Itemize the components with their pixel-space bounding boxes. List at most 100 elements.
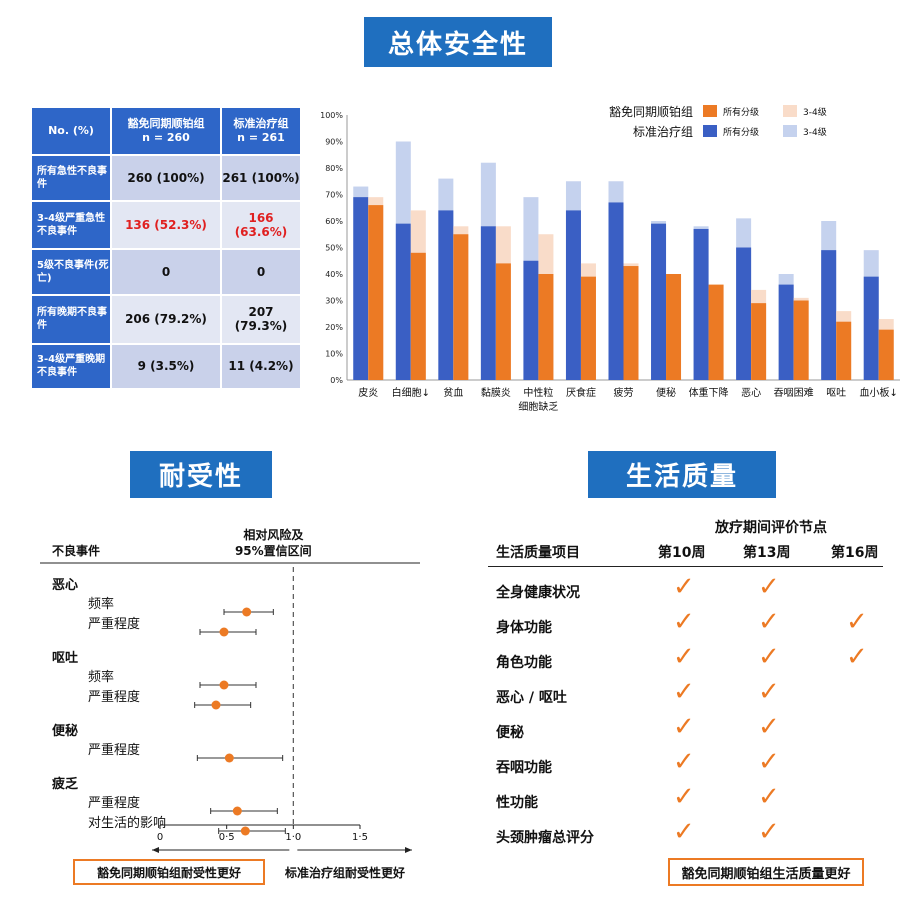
safety-table-header: No. (%) 豁免同期顺铂组 n = 260 标准治疗组 n = 261 <box>30 106 302 156</box>
qol-row-label: 便秘 <box>496 725 524 741</box>
bar-1 <box>693 228 709 380</box>
qol-header-rule <box>488 566 883 567</box>
bar-1 <box>438 210 454 380</box>
legend-label: 3-4级 <box>803 126 827 138</box>
bar-1 <box>608 202 624 380</box>
x-tick-label: 贫血 <box>443 386 463 399</box>
qol-col-item: 生活质量项目 <box>496 545 580 561</box>
bar-3 <box>495 263 511 380</box>
x-tick-label: 1·0 <box>285 832 301 843</box>
forest-group-label: 疲乏 <box>52 776 78 792</box>
y-tick-label: 90% <box>325 138 343 147</box>
left-label: 豁免同期顺铂组耐受性更好 <box>97 865 241 880</box>
x-tick-label: 呕吐 <box>826 387 846 399</box>
check-icon: ✓ <box>758 782 780 812</box>
bar-3 <box>410 252 426 380</box>
bar-3 <box>580 276 596 380</box>
bar-3 <box>793 300 809 380</box>
cell-group2: 261 (100%) <box>220 154 302 202</box>
qol-footer-label: 豁免同期顺铂组生活质量更好 <box>668 858 864 886</box>
safety-title: 总体安全性 <box>364 17 552 67</box>
cell-group1: 9 (3.5%) <box>110 342 222 390</box>
table-row: 3-4级严重急性不良事件 136 (52.3%) 166 (63.6%) <box>30 199 302 251</box>
x-tick-label: 细胞缺乏 <box>518 400 558 413</box>
qol-row-label: 吞咽功能 <box>496 760 552 776</box>
legend-swatch <box>703 125 717 137</box>
x-tick-label: 皮炎 <box>358 386 378 399</box>
cell-group2: 166 (63.6%) <box>220 199 302 251</box>
point-estimate <box>219 627 229 637</box>
bar-1 <box>863 276 879 380</box>
legend-label: 所有分级 <box>723 106 759 118</box>
check-icon: ✓ <box>673 782 695 812</box>
qol-col-3: 第16周 <box>831 545 879 561</box>
forest-group-label: 便秘 <box>52 723 78 739</box>
cell-group1: 260 (100%) <box>110 154 222 202</box>
qol-header-top: 放疗期间评价节点 <box>715 520 827 536</box>
tolerance-title: 耐受性 <box>130 451 272 498</box>
y-tick-label: 10% <box>325 350 343 359</box>
check-icon: ✓ <box>673 817 695 847</box>
forest-plot: 不良事件相对风险及95%置信区间恶心频率严重程度呕吐频率严重程度便秘严重程度疲乏… <box>40 527 420 885</box>
y-tick-label: 30% <box>325 297 343 306</box>
y-tick-label: 0% <box>330 376 343 385</box>
qol-row-label: 角色功能 <box>496 655 552 671</box>
row-label: 所有晚期不良事件 <box>30 293 112 345</box>
legend-group2: 标准治疗组 <box>633 125 693 139</box>
legend-swatch <box>783 105 797 117</box>
x-tick-label: 恶心 <box>741 387 761 399</box>
point-estimate <box>240 826 250 836</box>
check-icon: ✓ <box>673 712 695 742</box>
x-tick-label: 吞咽困难 <box>774 387 814 399</box>
forest-header-ci: 相对风险及 <box>243 527 304 542</box>
bar-1 <box>778 284 794 380</box>
bar-1 <box>480 226 496 380</box>
qol-row-label: 性功能 <box>496 795 538 811</box>
right-arrow-head <box>405 847 412 853</box>
row-label: 3-4级严重晚期不良事件 <box>30 342 112 390</box>
point-estimate <box>224 753 234 763</box>
bar-1 <box>395 223 411 380</box>
point-estimate <box>232 806 242 816</box>
x-tick-label: 厌食症 <box>566 386 596 399</box>
forest-header-label: 不良事件 <box>52 543 100 558</box>
adverse-event-bar-chart: 0% 10% 20% 30% 40% 50% 60% 70% 80% 90% 100% 皮炎 白细胞↓ 贫… <box>320 104 900 413</box>
forest-item-label: 严重程度 <box>88 795 140 811</box>
y-tick-label: 100% <box>320 111 343 120</box>
qol-col-1: 第10周 <box>658 545 706 561</box>
bar-3 <box>836 321 852 380</box>
check-icon: ✓ <box>673 677 695 707</box>
qol-col-2: 第13周 <box>743 545 791 561</box>
bar-1 <box>523 260 539 380</box>
header-no: No. (%) <box>30 106 112 156</box>
x-tick-label: 白细胞↓ <box>392 386 430 399</box>
qol-title: 生活质量 <box>588 451 776 498</box>
check-icon: ✓ <box>758 747 780 777</box>
forest-item-label: 严重程度 <box>88 742 140 758</box>
legend-label: 所有分级 <box>723 126 759 138</box>
check-icon: ✓ <box>758 712 780 742</box>
row-label: 3-4级严重急性不良事件 <box>30 199 112 251</box>
forest-item-label: 严重程度 <box>88 689 140 705</box>
legend-label: 3-4级 <box>803 106 827 118</box>
bar-3 <box>878 329 894 380</box>
row-label: 所有急性不良事件 <box>30 154 112 202</box>
forest-item-label: 频率 <box>88 669 114 685</box>
forest-item-label: 严重程度 <box>88 616 140 632</box>
table-row: 所有晚期不良事件 206 (79.2%) 207 (79.3%) <box>30 293 302 345</box>
bar-3 <box>368 205 384 380</box>
point-estimate <box>211 700 221 710</box>
point-estimate <box>242 607 252 617</box>
qol-row-label: 头颈肿瘤总评分 <box>496 830 594 846</box>
check-icon: ✓ <box>758 677 780 707</box>
bar-1 <box>353 197 369 380</box>
bar-3 <box>666 274 682 380</box>
cell-group2: 207 (79.3%) <box>220 293 302 345</box>
cell-group1: 136 (52.3%) <box>110 199 222 251</box>
y-tick-label: 60% <box>325 217 343 226</box>
bar-1 <box>821 250 837 380</box>
y-tick-label: 70% <box>325 191 343 200</box>
check-icon: ✓ <box>758 817 780 847</box>
qol-row-label: 全身健康状况 <box>496 585 580 601</box>
check-icon: ✓ <box>758 572 780 602</box>
